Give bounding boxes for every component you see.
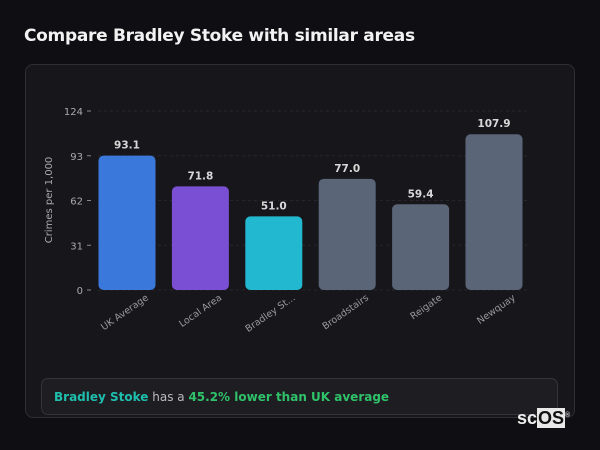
x-tick-label: UK Average	[99, 292, 151, 333]
y-tick-label: 62	[70, 197, 83, 208]
y-tick-label: 124	[64, 107, 83, 118]
bar-value-label: 107.9	[477, 118, 510, 130]
bar-4	[392, 204, 450, 290]
x-tick-label: Reigate	[408, 292, 444, 322]
y-tick-label: 0	[77, 286, 83, 297]
bar-value-label: 93.1	[114, 140, 140, 152]
x-tick-label: Bradley St...	[244, 292, 298, 334]
summary-area: Bradley Stoke	[54, 390, 149, 404]
bar-0	[98, 155, 156, 290]
bar-value-label: 51.0	[261, 200, 287, 212]
x-tick-label: Local Area	[177, 292, 224, 329]
summary-comparison: 45.2% lower than UK average	[188, 390, 390, 404]
page-title: Compare Bradley Stoke with similar areas	[24, 26, 415, 46]
y-tick-label: 31	[70, 241, 83, 252]
bar-1	[171, 186, 229, 290]
bar-5	[465, 134, 523, 290]
bar-value-label: 77.0	[334, 163, 360, 175]
y-tick-label: 93	[70, 152, 83, 163]
summary-middle: has a	[148, 390, 189, 404]
bar-value-label: 59.4	[408, 188, 434, 200]
bar-3	[318, 178, 376, 290]
summary-box: Bradley Stoke has a 45.2% lower than UK …	[41, 378, 558, 415]
bar-2	[245, 216, 303, 290]
x-tick-label: Newquay	[475, 292, 518, 327]
scos-logo: scOS®	[517, 408, 571, 428]
x-tick-label: Broadstairs	[320, 292, 370, 332]
bar-value-label: 71.8	[187, 170, 213, 182]
y-axis-label: Crimes per 1,000	[44, 157, 55, 244]
